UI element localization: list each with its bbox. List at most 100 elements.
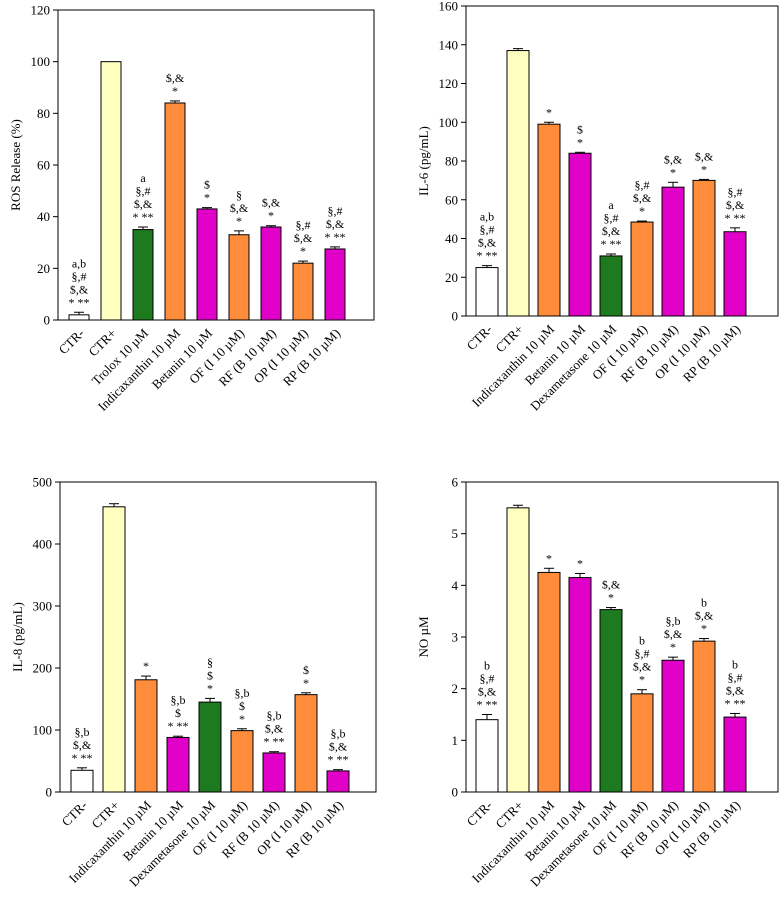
significance-label: $,& [70, 282, 89, 296]
y-tick-label: 160 [439, 0, 459, 14]
y-tick-label: 6 [452, 475, 459, 490]
bar [568, 577, 592, 793]
significance-label: * [204, 191, 210, 205]
significance-label: * ** [168, 719, 189, 733]
significance-label: * [701, 162, 707, 176]
bar [661, 659, 685, 793]
significance-label: $ [303, 663, 309, 677]
significance-label: §,b [267, 709, 282, 723]
significance-label: * ** [477, 249, 498, 263]
significance-label: * ** [325, 230, 346, 244]
bar [134, 679, 158, 793]
y-tick-label: 0 [46, 785, 53, 800]
significance-label: b [701, 596, 707, 610]
bar [506, 507, 530, 793]
bar [475, 719, 499, 793]
significance-label: * ** [133, 210, 154, 224]
bar [661, 186, 685, 317]
bar [196, 208, 218, 321]
bar [230, 730, 254, 793]
bar [692, 179, 716, 317]
y-tick-label: 80 [445, 154, 458, 169]
bar [599, 255, 623, 317]
bar [537, 123, 561, 317]
bar [70, 769, 94, 793]
significance-label: $,& [664, 152, 683, 166]
y-tick-label: 300 [33, 599, 53, 614]
bar [102, 506, 126, 793]
significance-label: $,& [695, 149, 714, 163]
y-tick-label: 200 [33, 661, 53, 676]
bar [630, 693, 654, 793]
significance-label: §,# [604, 211, 619, 225]
y-axis-label: NO µM [416, 616, 431, 658]
significance-label: §,# [480, 223, 495, 237]
significance-label: a [608, 198, 614, 212]
significance-label: * ** [69, 295, 90, 309]
significance-label: * ** [725, 211, 746, 225]
significance-label: * [300, 244, 306, 258]
bar [324, 248, 346, 321]
x-category-label: CTR- [59, 798, 91, 830]
bar [537, 571, 561, 793]
significance-label: $,& [602, 578, 621, 592]
significance-label: §,# [635, 178, 650, 192]
bar [568, 152, 592, 317]
significance-label: b [639, 634, 645, 648]
significance-label: §,# [728, 670, 743, 684]
significance-label: §,b [666, 614, 681, 628]
y-axis-label: IL-8 (pg/mL) [10, 602, 25, 672]
significance-label: a [140, 171, 146, 185]
significance-label: * [577, 135, 583, 149]
y-tick-label: 100 [439, 115, 459, 130]
bar [723, 716, 747, 793]
bar [692, 640, 716, 793]
y-tick-label: 400 [33, 537, 53, 552]
significance-label: §,# [72, 269, 87, 283]
significance-label: $ [577, 122, 583, 136]
bar [262, 752, 286, 793]
significance-label: §,# [136, 184, 151, 198]
significance-label: * [670, 640, 676, 654]
x-category-label: CTR- [464, 798, 496, 830]
significance-label: $,& [329, 740, 348, 754]
significance-label: * ** [477, 698, 498, 712]
significance-label: * ** [601, 237, 622, 251]
bar [132, 229, 154, 321]
significance-label: §,b [171, 693, 186, 707]
significance-label: §,b [331, 727, 346, 741]
y-tick-label: 100 [33, 723, 53, 738]
bar [723, 231, 747, 317]
significance-label: $,& [265, 722, 284, 736]
bar [260, 226, 282, 321]
significance-label: b [732, 657, 738, 671]
bar [198, 701, 222, 793]
y-tick-label: 5 [452, 526, 459, 541]
bar [599, 609, 623, 793]
x-category-label: CTR- [56, 326, 88, 358]
y-tick-label: 20 [37, 261, 50, 276]
significance-label: * ** [328, 753, 349, 767]
bar [326, 770, 350, 793]
y-tick-label: 0 [452, 785, 459, 800]
y-tick-label: 0 [44, 313, 51, 328]
y-tick-label: 120 [31, 3, 51, 18]
significance-label: * [207, 681, 213, 695]
significance-label: $,& [478, 236, 497, 250]
significance-label: $,& [478, 685, 497, 699]
y-tick-label: 0 [452, 309, 459, 324]
x-category-label: CTR- [464, 322, 496, 354]
significance-label: §,# [480, 672, 495, 686]
significance-label: $,& [726, 683, 745, 697]
significance-label: * [239, 712, 245, 726]
significance-label: $ [204, 178, 210, 192]
significance-label: * ** [725, 696, 746, 710]
y-tick-label: 120 [439, 76, 459, 91]
significance-label: $,& [602, 224, 621, 238]
significance-label: §,# [328, 204, 343, 218]
y-tick-label: 100 [31, 54, 51, 69]
significance-label: $ [207, 668, 213, 682]
